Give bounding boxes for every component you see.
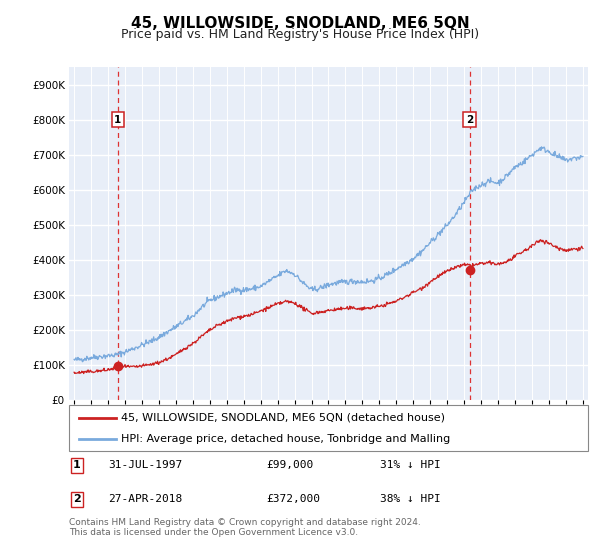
FancyBboxPatch shape <box>69 405 588 451</box>
Text: 31% ↓ HPI: 31% ↓ HPI <box>380 460 441 470</box>
Text: 2: 2 <box>466 115 473 125</box>
Text: 45, WILLOWSIDE, SNODLAND, ME6 5QN: 45, WILLOWSIDE, SNODLAND, ME6 5QN <box>131 16 469 31</box>
Text: Price paid vs. HM Land Registry's House Price Index (HPI): Price paid vs. HM Land Registry's House … <box>121 28 479 41</box>
Text: Contains HM Land Registry data © Crown copyright and database right 2024.
This d: Contains HM Land Registry data © Crown c… <box>69 518 421 538</box>
Text: 31-JUL-1997: 31-JUL-1997 <box>108 460 182 470</box>
Text: 38% ↓ HPI: 38% ↓ HPI <box>380 494 441 505</box>
Text: 45, WILLOWSIDE, SNODLAND, ME6 5QN (detached house): 45, WILLOWSIDE, SNODLAND, ME6 5QN (detac… <box>121 413 445 423</box>
Text: 1: 1 <box>73 460 80 470</box>
Text: 1: 1 <box>114 115 121 125</box>
Text: HPI: Average price, detached house, Tonbridge and Malling: HPI: Average price, detached house, Tonb… <box>121 435 450 444</box>
Text: £99,000: £99,000 <box>266 460 313 470</box>
Text: 27-APR-2018: 27-APR-2018 <box>108 494 182 505</box>
Text: 2: 2 <box>73 494 80 505</box>
Text: £372,000: £372,000 <box>266 494 320 505</box>
